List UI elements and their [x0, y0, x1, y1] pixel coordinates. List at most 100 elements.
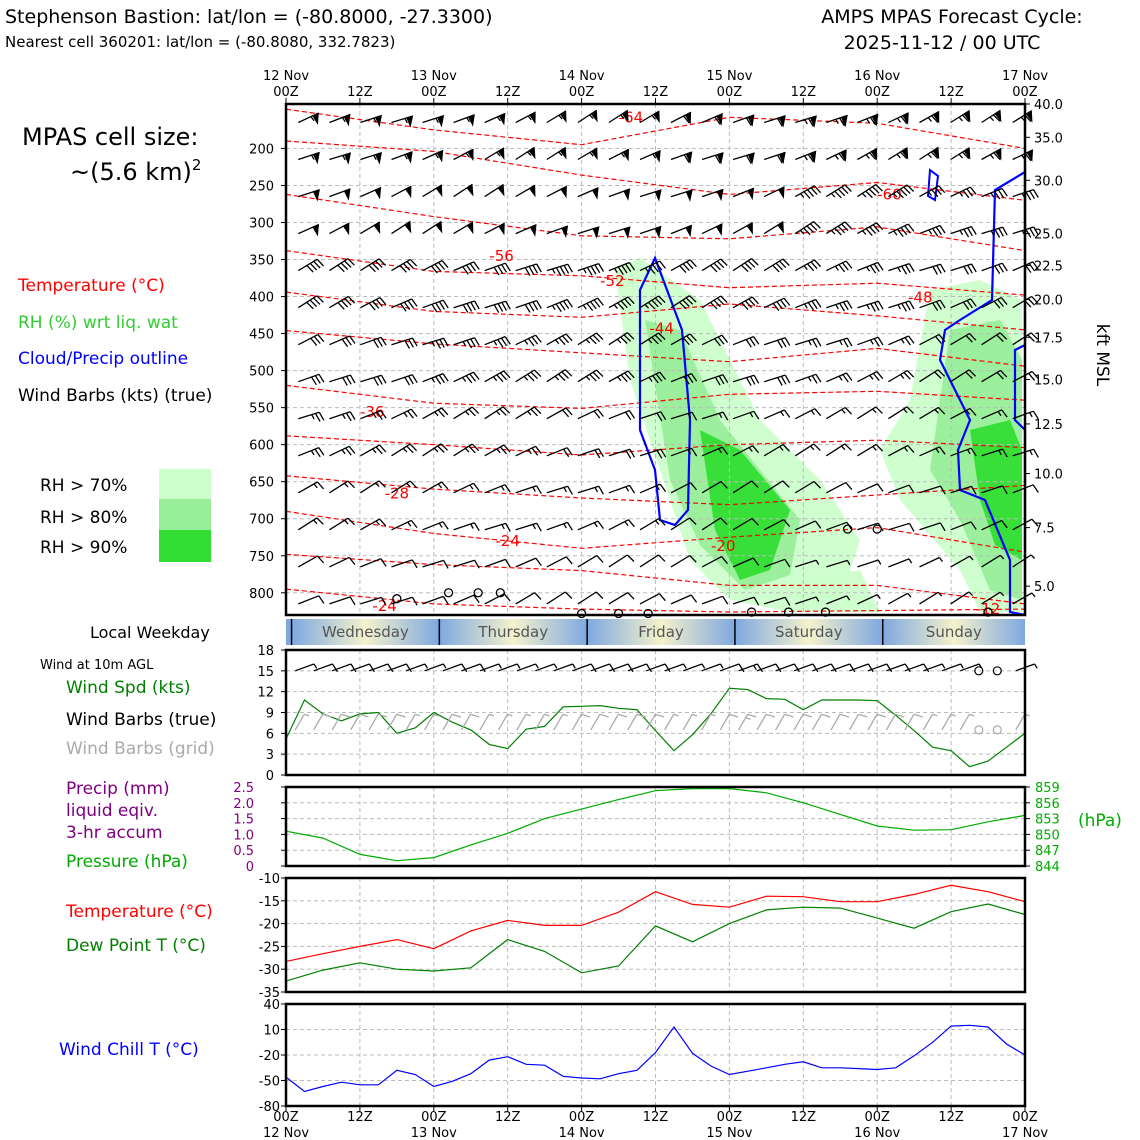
wind-barb [888, 223, 915, 238]
wind-barb [329, 411, 356, 422]
wind-barb [763, 519, 791, 531]
barb-shaft [904, 713, 923, 731]
panel-frame [284, 785, 1027, 868]
barb-shaft [498, 663, 521, 672]
wind-barb [670, 224, 693, 238]
time-bottom-hour: 12Z [347, 1110, 373, 1125]
rh-shade-area [790, 570, 880, 612]
wind-barb-grid [756, 713, 776, 731]
weekday-cell [439, 619, 588, 645]
rh-90-label: RH > 90% [40, 538, 127, 558]
wind-barb [639, 554, 666, 568]
wind-barb-true [756, 663, 782, 673]
barb-shaft [888, 444, 915, 457]
time-top-hour: 12Z [495, 85, 521, 100]
pressure-label: Pressure (hPa) [66, 852, 188, 872]
wind-barb-true [992, 666, 1002, 676]
cell-size-superscript: 2 [192, 156, 202, 174]
wind-barb [608, 109, 629, 124]
wind-barb [608, 148, 629, 162]
barb-shaft [950, 591, 974, 605]
wind-barb-true [609, 663, 634, 673]
windchill-panel: 40 10 -20 -50 -80 [259, 998, 1027, 1115]
barb-shaft [329, 222, 350, 235]
barb-shaft [422, 260, 449, 274]
height-tick-label: 10.0 [1034, 468, 1063, 483]
cloud-outline [638, 255, 692, 527]
barb-shaft [981, 109, 1001, 124]
weekday-label: Sunday [926, 623, 982, 641]
wind-barb [857, 483, 884, 494]
isotherm-line [285, 553, 1026, 605]
wind-barb [795, 559, 820, 568]
wind-barb [1012, 484, 1039, 494]
wind-barb [329, 152, 352, 165]
wind-barb [981, 591, 1005, 605]
barb-shaft [453, 337, 480, 349]
height-tick-label: 15.0 [1034, 373, 1063, 388]
barb-shaft [515, 557, 542, 568]
barb-shaft [577, 332, 604, 346]
wind-barb [515, 263, 542, 276]
wind-barb [515, 146, 536, 161]
barb-shaft [763, 337, 791, 349]
wind-barb [577, 408, 604, 420]
wind-barb [825, 221, 852, 236]
wind-barb [329, 517, 355, 531]
precip-label-1: Precip (mm) [66, 779, 170, 799]
wind-barb [981, 332, 1008, 346]
wind-barb [1012, 448, 1039, 458]
wind-barb [391, 258, 418, 273]
wind-barb [546, 447, 573, 458]
barb-shaft [664, 713, 679, 731]
wind-barb [391, 298, 418, 312]
wind-barb [826, 372, 853, 383]
wind-barb-true [387, 663, 412, 673]
wind-barb [763, 186, 785, 199]
wind-barb [360, 444, 387, 457]
barb-shaft [608, 148, 629, 161]
barb-shaft [572, 663, 597, 673]
barb-shaft [639, 448, 667, 459]
wind-barb-grid [424, 713, 439, 731]
barb-shaft [484, 558, 511, 568]
wind-barb [453, 183, 474, 198]
barb-shaft [387, 713, 406, 731]
barb-shaft [756, 713, 776, 731]
barb-shaft [1012, 295, 1039, 309]
wind-barb [732, 335, 760, 348]
forecast-cycle: 2025-11-12 / 00 UTC [844, 32, 1041, 54]
wind-barb [546, 185, 567, 199]
barb-shaft [919, 522, 946, 532]
barb-shaft [857, 371, 884, 383]
wind-barb-grid [922, 713, 938, 731]
precip-tick-label: 1.0 [233, 828, 254, 843]
barb-shaft [577, 187, 599, 198]
barb-shaft [919, 406, 946, 420]
wind-barb [422, 481, 449, 494]
wind-barb [360, 336, 387, 349]
barb-shaft [422, 221, 442, 235]
wind-barb [826, 260, 853, 273]
wind-barb [484, 444, 511, 457]
time-bottom-hour: 00Z [273, 1110, 299, 1125]
barb-shaft [546, 447, 573, 458]
barb-shaft [682, 663, 706, 672]
wind-barb [763, 297, 791, 312]
barb-shaft [701, 595, 729, 605]
barb-shaft [453, 406, 480, 420]
barb-shaft [670, 594, 698, 605]
barb-shaft [857, 300, 884, 312]
wind-barb [857, 406, 883, 420]
wind-barb [919, 224, 946, 237]
time-top-hour: 00Z [569, 85, 595, 100]
wind-barb-true [368, 663, 394, 673]
dewpoint-label: Dew Point T (°C) [66, 936, 206, 956]
wind-barb [453, 261, 480, 275]
wind-barb-grid [571, 713, 591, 731]
barb-shaft [360, 258, 386, 273]
barb-shaft [919, 556, 944, 568]
isotherm-label: -52 [600, 272, 625, 290]
wind-barb [981, 262, 1008, 275]
barb-shaft [453, 300, 480, 313]
